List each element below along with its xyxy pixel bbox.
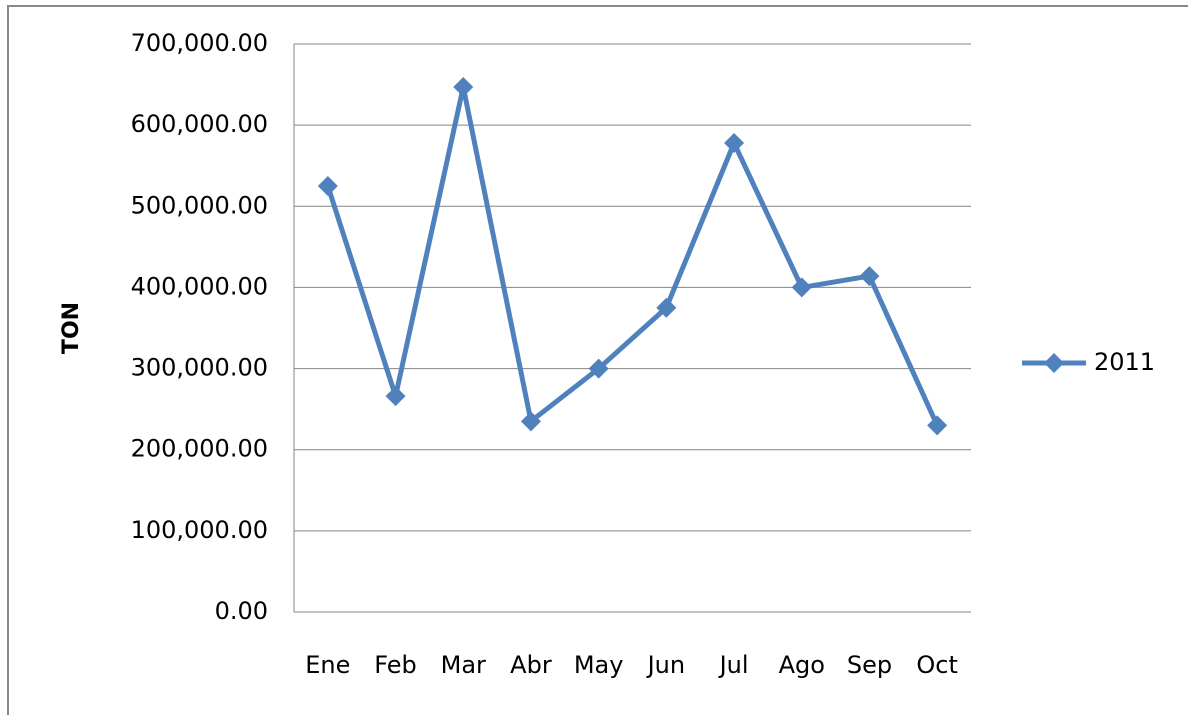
data-point bbox=[859, 266, 880, 287]
data-point bbox=[317, 176, 338, 196]
data-point bbox=[927, 415, 948, 436]
y-axis-label: TON bbox=[59, 302, 84, 354]
data-point bbox=[656, 297, 677, 318]
x-tick-label: Sep bbox=[847, 651, 892, 679]
x-tick-label: Jul bbox=[718, 651, 749, 679]
legend-marker bbox=[1044, 353, 1064, 373]
y-tick-label: 100,000.00 bbox=[131, 516, 268, 544]
x-tick-label: Feb bbox=[374, 651, 417, 679]
y-tick-label: 700,000.00 bbox=[131, 29, 268, 57]
x-tick-label: May bbox=[574, 651, 624, 679]
y-tick-label: 0.00 bbox=[215, 597, 268, 625]
data-point bbox=[385, 386, 406, 407]
y-tick-label: 500,000.00 bbox=[131, 191, 268, 219]
data-point bbox=[791, 277, 812, 298]
data-point bbox=[453, 77, 474, 98]
series-line bbox=[325, 84, 940, 427]
legend-label: 2011 bbox=[1094, 348, 1155, 376]
x-tick-label: Mar bbox=[441, 651, 486, 679]
x-tick-label: Oct bbox=[916, 651, 958, 679]
x-tick-label: Ene bbox=[305, 651, 350, 679]
y-tick-label: 600,000.00 bbox=[131, 110, 268, 138]
data-point bbox=[724, 132, 745, 153]
x-tick-label: Abr bbox=[510, 651, 552, 679]
data-point bbox=[520, 411, 541, 432]
y-tick-label: 200,000.00 bbox=[131, 435, 268, 463]
data-point bbox=[588, 358, 609, 379]
y-tick-label: 300,000.00 bbox=[131, 354, 268, 382]
x-tick-label: Jun bbox=[646, 651, 686, 679]
x-tick-label: Ago bbox=[779, 651, 825, 679]
y-tick-label: 400,000.00 bbox=[131, 272, 268, 300]
